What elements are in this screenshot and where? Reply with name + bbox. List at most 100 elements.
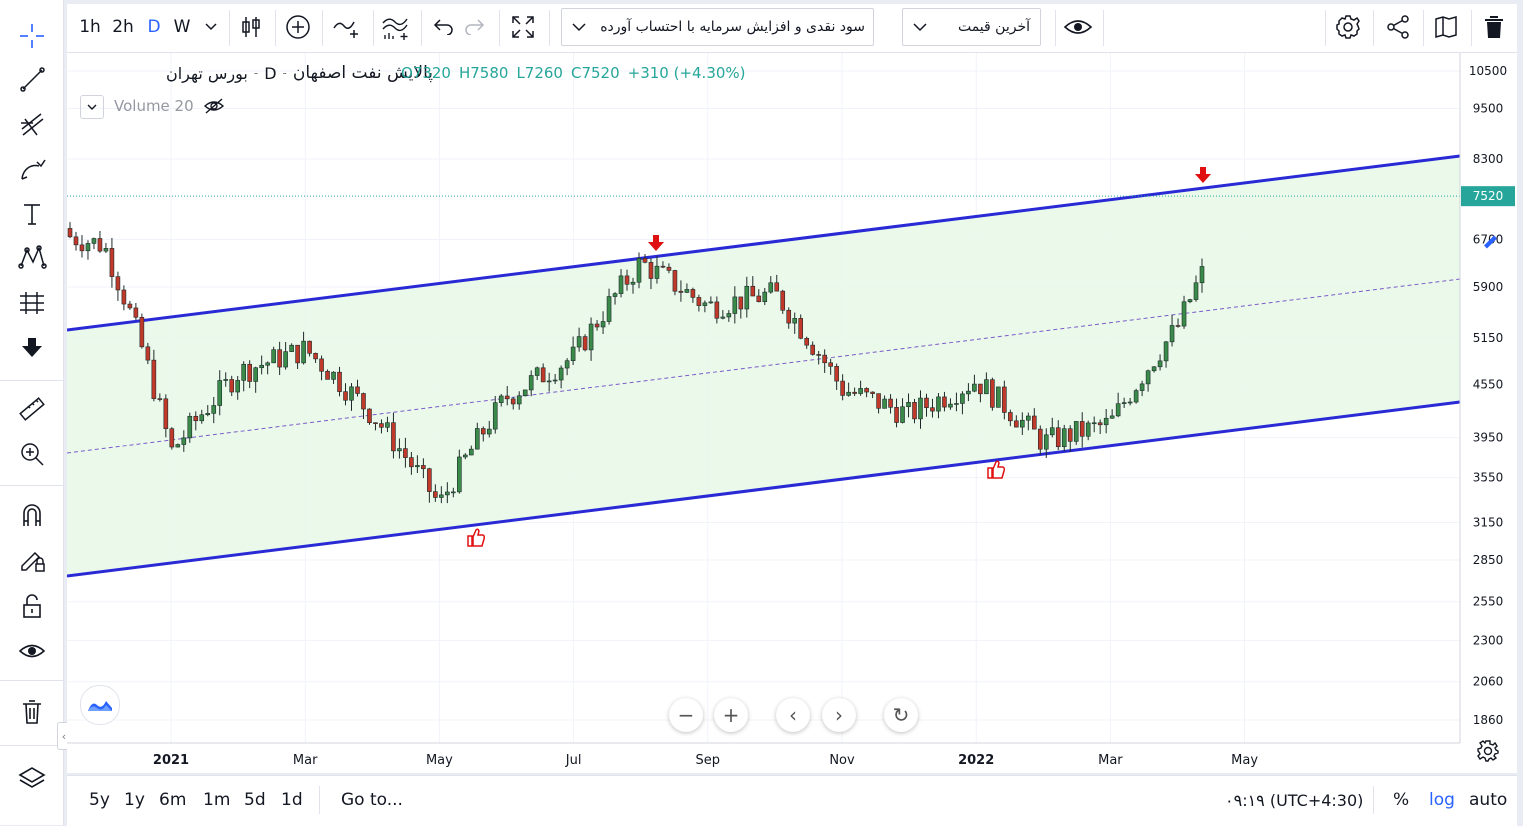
candle [1020, 412, 1025, 435]
candle [181, 430, 187, 452]
zoom-out-button[interactable]: − [669, 698, 703, 732]
candle [978, 383, 983, 403]
candle [1181, 295, 1187, 329]
indicators-icon[interactable] [379, 4, 413, 50]
interval-1h[interactable]: 1h [79, 17, 101, 37]
ruler-icon[interactable] [10, 390, 54, 428]
candle-body [972, 383, 977, 392]
trash-icon[interactable] [1477, 4, 1511, 50]
range-1d[interactable]: 1d [281, 790, 303, 810]
log-toggle[interactable]: log [1429, 790, 1455, 810]
redo-icon[interactable] [461, 4, 491, 50]
settings-icon[interactable] [1331, 4, 1365, 50]
range-5y[interactable]: 5y [89, 790, 110, 810]
compare-icon[interactable] [329, 4, 365, 50]
interval-2h[interactable]: 2h [112, 17, 134, 37]
candle-body [319, 358, 324, 372]
legend-high: H7580 [458, 64, 509, 82]
candle-body [996, 386, 1001, 408]
interval-d[interactable]: D [147, 17, 161, 37]
prediction-icon[interactable] [10, 284, 54, 322]
candle-body [361, 393, 366, 410]
current-price-label: 7520 [1473, 189, 1504, 203]
range-5d[interactable]: 5d [244, 790, 266, 810]
chevron-down-icon[interactable] [201, 4, 221, 50]
chart-pane[interactable]: 10500 9500 8300 7520 6700 5900 5150 4550 3950 355… [67, 53, 1517, 773]
candle [1067, 425, 1073, 452]
candle [253, 366, 258, 393]
candle-body [546, 380, 552, 383]
candle-body [960, 393, 965, 404]
pencil-icon [1484, 235, 1497, 249]
chart-settings-icon[interactable] [1477, 740, 1499, 766]
percent-toggle[interactable]: % [1393, 790, 1410, 810]
candle-body [439, 494, 444, 498]
candle-body [127, 303, 133, 309]
candle-body [888, 398, 893, 408]
candle-body [630, 281, 636, 285]
candle-body [1031, 415, 1037, 430]
candles-icon[interactable] [235, 4, 267, 50]
clock-timezone[interactable]: ۰۹:۱۹ (UTC+4:30) [1225, 790, 1364, 810]
candle-body [1103, 417, 1109, 426]
candle [732, 286, 738, 324]
layers-icon[interactable] [10, 758, 54, 796]
range-1m[interactable]: 1m [203, 790, 231, 810]
candle [439, 486, 444, 504]
price-chart[interactable]: 10500 9500 8300 7520 6700 5900 5150 4550 3950 355… [67, 53, 1517, 773]
share-icon[interactable] [1381, 4, 1415, 50]
candle [762, 287, 768, 306]
crosshair-icon[interactable] [10, 17, 54, 55]
candle [211, 396, 217, 424]
magnet-icon[interactable] [10, 496, 54, 534]
eye-icon[interactable] [10, 632, 54, 670]
trash-icon[interactable] [10, 693, 54, 731]
candle-body [762, 291, 768, 302]
candle-body [678, 290, 684, 293]
zoom-in-button[interactable]: + [714, 698, 748, 732]
candle-body [756, 295, 762, 302]
candle [900, 398, 905, 424]
tradingview-logo-icon[interactable] [80, 685, 120, 725]
candle-body [876, 393, 881, 409]
pattern-icon[interactable] [10, 238, 54, 276]
auto-toggle[interactable]: auto [1469, 790, 1508, 810]
unlock-icon[interactable] [10, 587, 54, 625]
trend-line-icon[interactable] [10, 60, 54, 98]
candle [816, 350, 821, 365]
candle-body [954, 403, 959, 405]
range-1y[interactable]: 1y [124, 790, 145, 810]
legend-separator: - [253, 66, 259, 80]
pitchfork-icon[interactable] [10, 105, 54, 143]
candle-body [445, 491, 450, 496]
lock-drawing-icon[interactable] [10, 540, 54, 578]
goto-button[interactable]: Go to... [341, 790, 403, 810]
candle [1037, 425, 1043, 455]
snapshot-icon[interactable] [1429, 4, 1463, 50]
legend-collapse-button[interactable] [80, 95, 104, 119]
range-6m[interactable]: 6m [159, 790, 187, 810]
price-type-dropdown[interactable]: آخرین قیمت [902, 8, 1041, 46]
legend-exchange: بورس تهران [165, 63, 248, 83]
text-icon[interactable] [10, 195, 54, 233]
candle [223, 372, 229, 387]
scroll-right-button[interactable]: › [822, 698, 856, 732]
arrow-down-icon[interactable] [10, 328, 54, 366]
brush-icon[interactable] [10, 150, 54, 188]
eye-hidden-icon[interactable] [203, 97, 225, 119]
current-price-badge [1461, 186, 1515, 207]
candle [870, 391, 875, 399]
add-indicator-icon[interactable] [282, 4, 314, 50]
scroll-left-button[interactable]: ‹ [776, 698, 810, 732]
candle-body [942, 396, 947, 408]
fullscreen-icon[interactable] [507, 4, 539, 50]
reset-chart-button[interactable]: ↻ [884, 698, 918, 732]
zoom-in-icon[interactable] [10, 435, 54, 473]
indicator-dropdown[interactable]: سود نقدی و افزایش سرمایه با احتساب آورده [561, 8, 874, 46]
candle-body [175, 444, 181, 448]
symbol-name[interactable]: پالایش نفت اصفهان [292, 63, 433, 83]
interval-w[interactable]: W [173, 17, 191, 37]
candle [379, 419, 384, 434]
undo-icon[interactable] [427, 4, 457, 50]
eye-icon[interactable] [1061, 4, 1095, 50]
